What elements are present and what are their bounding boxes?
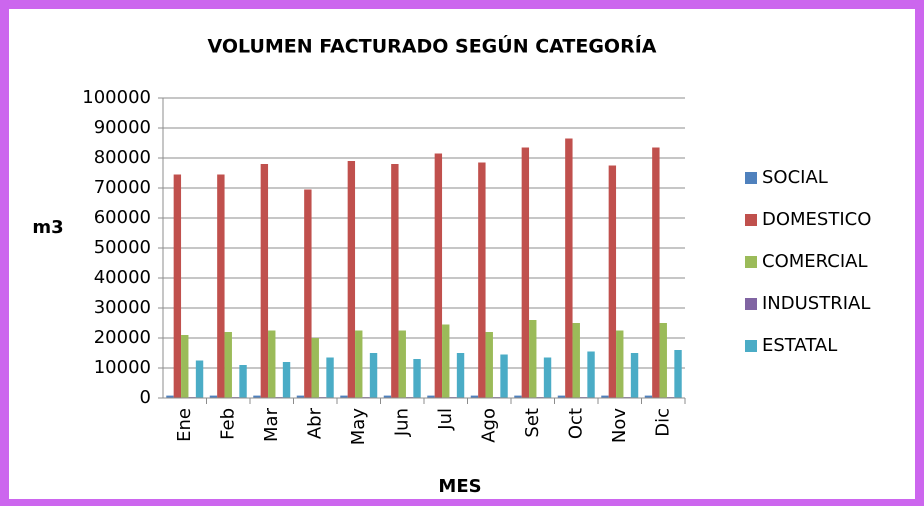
bar bbox=[355, 330, 363, 398]
x-tick-label: Ago bbox=[478, 408, 499, 443]
legend-label: INDUSTRIAL bbox=[762, 293, 870, 314]
bar bbox=[224, 332, 232, 398]
bar bbox=[427, 395, 435, 398]
x-tick-label: Jun bbox=[391, 408, 412, 437]
legend-swatch bbox=[745, 256, 757, 268]
bar bbox=[616, 330, 624, 398]
y-tick-label: 40000 bbox=[94, 267, 151, 288]
bar bbox=[217, 174, 225, 398]
bar bbox=[456, 353, 465, 398]
bar bbox=[173, 174, 182, 398]
bar bbox=[442, 324, 450, 398]
bar bbox=[572, 323, 580, 398]
legend-swatch bbox=[745, 340, 757, 352]
bar bbox=[601, 395, 609, 398]
bar bbox=[398, 330, 406, 398]
x-tick-label: Oct bbox=[565, 408, 586, 439]
bar bbox=[383, 395, 392, 398]
bar bbox=[470, 395, 479, 398]
bar bbox=[587, 351, 595, 398]
bar bbox=[485, 332, 493, 398]
y-tick-label: 10000 bbox=[94, 357, 151, 378]
bar bbox=[608, 165, 617, 398]
bar bbox=[326, 357, 334, 398]
bar bbox=[369, 353, 378, 398]
x-tick-label: Set bbox=[522, 408, 543, 438]
bar bbox=[413, 359, 421, 398]
bar bbox=[296, 395, 305, 398]
bar bbox=[181, 335, 189, 398]
bar bbox=[529, 320, 537, 398]
legend-label: DOMESTICO bbox=[762, 209, 871, 230]
legend-swatch bbox=[745, 172, 757, 184]
bar bbox=[282, 362, 291, 398]
y-tick-label: 80000 bbox=[94, 147, 151, 168]
bar bbox=[478, 162, 486, 398]
bar bbox=[391, 164, 399, 398]
legend-label: ESTATAL bbox=[762, 335, 837, 356]
x-axis-label: MES bbox=[438, 476, 481, 497]
chart-area bbox=[9, 9, 915, 499]
legend-label: SOCIAL bbox=[762, 167, 828, 188]
legend-swatch bbox=[745, 298, 757, 310]
bar bbox=[260, 164, 269, 398]
bar bbox=[674, 350, 682, 398]
y-tick-label: 60000 bbox=[94, 207, 151, 228]
bar bbox=[630, 353, 639, 398]
y-tick-label: 0 bbox=[140, 387, 151, 408]
x-tick-label: May bbox=[348, 408, 369, 446]
bar bbox=[565, 138, 573, 398]
y-tick-label: 20000 bbox=[94, 327, 151, 348]
legend-label: COMERCIAL bbox=[762, 251, 867, 272]
bar bbox=[434, 153, 443, 398]
bar bbox=[521, 147, 530, 398]
x-tick-label: Dic bbox=[652, 408, 673, 437]
bar bbox=[311, 338, 319, 398]
x-tick-label: Abr bbox=[304, 407, 325, 439]
bar bbox=[652, 147, 660, 398]
y-tick-label: 100000 bbox=[82, 87, 151, 108]
x-tick-label: Ene bbox=[174, 408, 195, 442]
chart-title: VOLUMEN FACTURADO SEGÚN CATEGORÍA bbox=[208, 34, 657, 58]
bar bbox=[514, 395, 522, 398]
bar bbox=[659, 323, 667, 398]
x-tick-label: Jul bbox=[435, 408, 456, 431]
bar bbox=[253, 395, 261, 398]
legend-swatch bbox=[745, 214, 757, 226]
bar bbox=[543, 357, 552, 398]
bar bbox=[209, 395, 218, 398]
bar bbox=[239, 365, 247, 398]
y-axis-label: m3 bbox=[32, 217, 63, 238]
y-tick-label: 70000 bbox=[94, 177, 151, 198]
x-tick-label: Nov bbox=[609, 408, 630, 443]
y-tick-label: 30000 bbox=[94, 297, 151, 318]
bar bbox=[557, 395, 566, 398]
x-tick-label: Feb bbox=[217, 408, 238, 440]
bar bbox=[166, 395, 174, 398]
y-tick-label: 50000 bbox=[94, 237, 151, 258]
bar bbox=[644, 395, 653, 398]
bar bbox=[340, 395, 348, 398]
y-tick-label: 90000 bbox=[94, 117, 151, 138]
bar bbox=[304, 189, 312, 398]
bar bbox=[500, 354, 508, 398]
bar bbox=[195, 360, 204, 398]
x-tick-label: Mar bbox=[261, 407, 282, 442]
bar bbox=[268, 330, 276, 398]
bar bbox=[347, 161, 356, 398]
